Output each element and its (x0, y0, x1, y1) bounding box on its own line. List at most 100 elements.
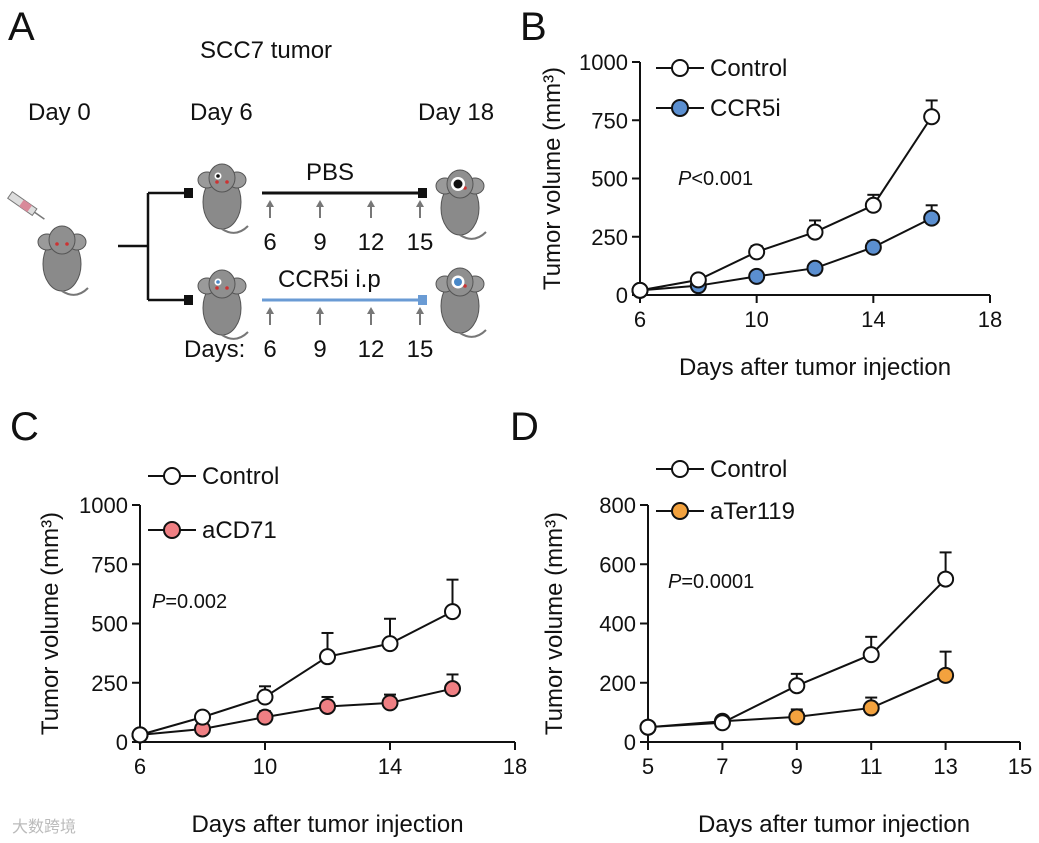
data-point (256, 708, 274, 726)
data-point (923, 108, 941, 126)
p-value: <0.001 (691, 168, 753, 190)
x-axis-label: Days after tumor injection (679, 354, 951, 381)
legend: Control CCR5i (656, 55, 787, 122)
y-tick-label: 200 (599, 671, 636, 696)
data-point (806, 259, 824, 277)
axes (647, 505, 1020, 743)
y-tick-label: 0 (116, 730, 128, 755)
x-tick-label: 10 (744, 307, 768, 332)
x-tick-label: 6 (634, 307, 646, 332)
y-tick-label: 1000 (579, 50, 628, 75)
days-prefix: Days: (184, 336, 245, 363)
dose-days-bottom: Days: 6 9 12 15 (184, 336, 433, 363)
x-tick-label: 15 (1008, 754, 1032, 779)
x-tick-label: 9 (791, 754, 803, 779)
series-control (639, 551, 955, 736)
legend-label: Control (710, 456, 787, 483)
legend-label: CCR5i (710, 95, 781, 122)
data-point (689, 271, 707, 289)
y-tick-label: 800 (599, 493, 636, 518)
series-control (131, 578, 461, 744)
syringe-icon (7, 191, 45, 220)
branch-connector (118, 191, 184, 302)
dose-arrow-head (316, 307, 324, 314)
data-point (444, 603, 461, 621)
dose-arrow-head (416, 307, 424, 314)
data-point (381, 635, 399, 653)
y-tick-label: 600 (599, 552, 636, 577)
dose-arrow-head (367, 200, 375, 207)
data-point (923, 209, 941, 227)
y-tick-label: 250 (91, 671, 128, 696)
chart-panel-d: D 0 200 400 600 800 5 7 9 11 13 15 Days after tumor … (510, 405, 1032, 838)
data-point (748, 243, 766, 261)
x-tick-label: 14 (861, 307, 885, 332)
pbs-line-end (418, 188, 427, 198)
p-value-label: P<0.001 (678, 168, 753, 190)
dose-day-top: 15 (407, 229, 434, 256)
series-control (631, 99, 941, 299)
dose-arrow-head (316, 200, 324, 207)
schematic-panel: A SCC7 tumor Day 0 Day 6 Day 18 (7, 5, 494, 363)
data-point (131, 726, 149, 744)
data-point (256, 688, 274, 706)
legend-label: aCD71 (202, 517, 277, 544)
legend-label: aTer119 (710, 498, 795, 525)
series-line (139, 687, 453, 736)
data-point (937, 570, 955, 588)
data-point (713, 714, 731, 732)
series-acd71 (131, 673, 461, 744)
legend-marker (671, 502, 689, 520)
legend-label: Control (202, 463, 279, 490)
y-tick-label: 500 (91, 612, 128, 637)
dose-day-bottom: 6 (263, 336, 276, 363)
data-point (788, 708, 806, 726)
legend-marker (671, 460, 689, 478)
data-point (937, 666, 955, 684)
y-tick-label: 400 (599, 612, 636, 637)
chart-panel-b: B 0 250 500 750 1000 6 10 14 18 Days after tumor i… (520, 5, 1002, 381)
data-point (748, 267, 766, 285)
legend-marker (163, 467, 181, 485)
x-tick-label: 14 (378, 754, 402, 779)
data-point (862, 699, 880, 717)
series-line (647, 578, 947, 729)
panel-letter: D (510, 405, 539, 449)
mouse-icon-day6-ccr5i (197, 269, 249, 340)
panel-letter-a: A (8, 5, 35, 49)
p-value-label: P=0.0001 (668, 571, 754, 593)
chart-panel-c: C 0 250 500 750 1000 6 10 14 18 Days after tumor i… (10, 405, 527, 838)
dose-day-top: 6 (263, 229, 276, 256)
p-symbol: P (678, 168, 692, 190)
panel-letter: C (10, 405, 39, 449)
legend-marker (671, 99, 689, 117)
label-ccr5i-ip: CCR5i i.p (278, 266, 381, 293)
label-day6: Day 6 (190, 99, 253, 126)
data-point (806, 223, 824, 241)
x-axis-label: Days after tumor injection (191, 811, 463, 838)
x-axis-label: Days after tumor injection (698, 811, 970, 838)
p-symbol: P (152, 591, 166, 613)
label-day0: Day 0 (28, 99, 91, 126)
series-line (139, 610, 453, 736)
x-tick-label: 13 (933, 754, 957, 779)
legend: Control aTer119 (656, 456, 795, 525)
data-point (631, 281, 649, 299)
x-tick-label: 18 (978, 307, 1002, 332)
y-tick-label: 250 (591, 225, 628, 250)
data-point (194, 708, 211, 726)
dose-day-bottom: 15 (407, 336, 434, 363)
dose-arrows (266, 200, 424, 325)
mouse-icon-day18-ccr5i (435, 267, 487, 338)
ccr5i-line-end (418, 295, 427, 305)
data-point (862, 646, 880, 664)
dose-day-top: 12 (358, 229, 385, 256)
p-value: =0.0001 (681, 571, 754, 593)
data-point (864, 238, 882, 256)
legend-marker (671, 59, 689, 77)
dose-arrow-head (367, 307, 375, 314)
label-pbs: PBS (306, 159, 354, 186)
branch-end-bottom (184, 295, 193, 305)
data-point (864, 196, 882, 214)
